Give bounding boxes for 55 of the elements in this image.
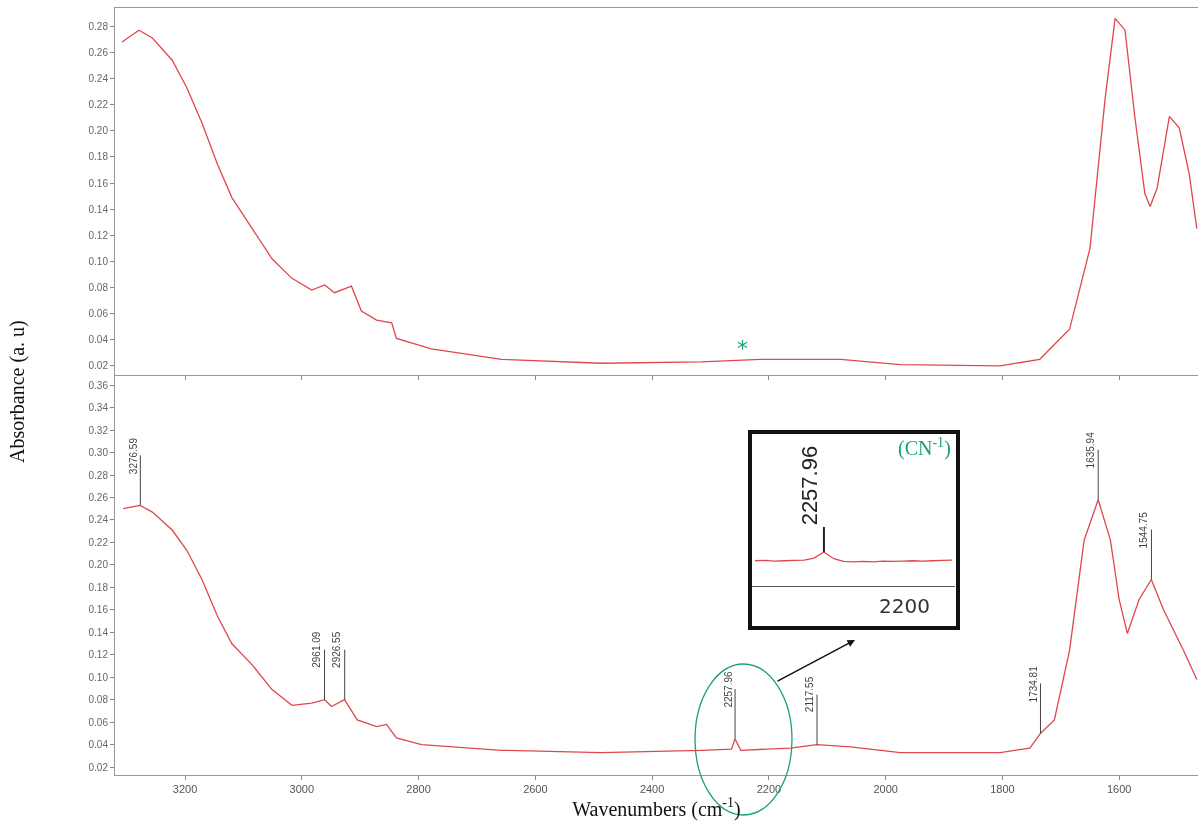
y-tick-label: 0.04 [88, 739, 109, 751]
x-tick-label: 2800 [406, 783, 431, 796]
y-tick-label: 0.30 [88, 447, 109, 459]
annotation: 1734.81 [1027, 665, 1039, 703]
y-tick-label: 0.06 [88, 308, 109, 320]
x-tick-label: 2000 [873, 783, 898, 796]
annotation: 2257.96 [722, 671, 734, 708]
annotation: 2926.55 [331, 631, 343, 668]
y-tick-label: 0.06 [88, 716, 109, 728]
y-tick-label: 0.22 [88, 536, 109, 548]
x-tick-label: 3200 [172, 783, 198, 796]
y-tick-label: 0.24 [88, 73, 109, 85]
y-tick-label: 0.16 [88, 604, 109, 616]
annotation: 1635.94 [1084, 431, 1096, 469]
y-tick-label: 0.28 [88, 20, 109, 32]
y-tick-label: 0.10 [88, 255, 109, 267]
y-tick-label: 0.32 [88, 424, 109, 436]
y-tick-label: 0.14 [88, 626, 109, 638]
y-tick-label: 0.28 [88, 469, 109, 481]
y-tick-label: 0.02 [88, 761, 109, 773]
x-tick-label: 2400 [639, 783, 665, 796]
annotation: 3276.59 [127, 437, 139, 475]
x-tick-label: 1800 [990, 783, 1015, 796]
x-axis-title: Wavenumbers (cm$^{-1}$) [572, 795, 741, 821]
y-tick-label: 0.36 [88, 379, 109, 391]
y-tick-label: 0.18 [88, 581, 109, 593]
y-tick-label: 0.22 [88, 99, 109, 111]
y-tick-label: 0.14 [88, 203, 109, 215]
annotation: 2117.55 [803, 676, 815, 713]
x-tick-label: 3000 [289, 783, 315, 796]
y-tick-label: 0.12 [88, 229, 109, 241]
annotation: 1544.75 [1138, 511, 1150, 549]
annotation: 2961.09 [311, 631, 323, 668]
line-series [121, 17, 1198, 367]
y-axis-title: Absorbance (a. u) [6, 320, 30, 464]
y-tick-label: 0.08 [88, 694, 109, 706]
y-tick-label: 0.16 [88, 177, 109, 189]
y-tick-label: 0.26 [88, 491, 109, 503]
y-tick-label: 0.20 [88, 125, 109, 137]
y-tick-label: 0.18 [88, 151, 109, 163]
y-tick-label: 0.26 [88, 46, 109, 58]
y-tick-label: 0.34 [88, 402, 109, 414]
annotation: 2200 [879, 594, 930, 618]
annotation: * [737, 336, 748, 361]
x-tick-label: 2600 [523, 783, 548, 796]
y-tick-label: 0.10 [88, 671, 109, 683]
y-tick-label: 0.20 [88, 559, 109, 571]
y-tick-label: 0.12 [88, 649, 109, 661]
y-tick-label: 0.08 [88, 281, 109, 293]
annotation: (CN$^{-1}$) [898, 435, 951, 461]
x-tick-label: 1600 [1106, 783, 1132, 796]
annotation: 2257.96 [796, 445, 822, 526]
y-tick-label: 0.04 [88, 334, 109, 346]
y-tick-label: 0.24 [88, 514, 109, 526]
y-tick-label: 0.02 [88, 360, 109, 372]
